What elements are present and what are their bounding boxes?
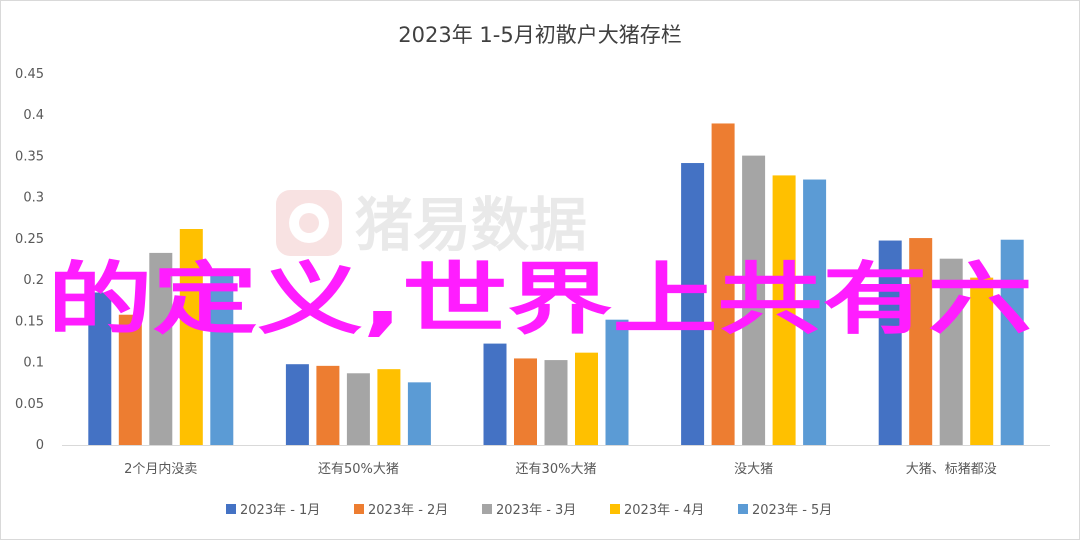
legend-swatch — [354, 504, 364, 514]
bar — [742, 155, 766, 445]
bar — [1000, 239, 1024, 445]
legend-label: 2023年 - 5月 — [752, 503, 832, 518]
legend-label: 2023年 - 1月 — [240, 503, 320, 518]
legend-swatch — [610, 504, 620, 514]
bar — [118, 314, 142, 445]
legend-swatch — [226, 504, 236, 514]
y-tick-label: 0.35 — [15, 149, 44, 164]
bar — [179, 228, 203, 445]
bar — [970, 277, 994, 445]
bar — [377, 369, 401, 445]
watermark-logo-icon — [276, 190, 342, 256]
bar — [772, 175, 796, 445]
bar — [407, 382, 431, 445]
x-tick-label: 没大猪 — [734, 462, 773, 477]
legend-label: 2023年 - 3月 — [496, 503, 576, 518]
bar — [711, 123, 735, 445]
y-tick-label: 0 — [36, 438, 44, 453]
bar — [803, 179, 827, 446]
watermark: 猪易数据 — [276, 190, 587, 259]
chart-title: 2023年 1-5月初散户大猪存栏 — [398, 23, 681, 47]
bar — [939, 258, 963, 445]
bar — [483, 343, 507, 445]
y-tick-label: 0.1 — [23, 356, 44, 371]
bar — [909, 238, 933, 445]
y-tick-label: 0.4 — [23, 108, 44, 123]
bar — [88, 292, 112, 445]
y-tick-label: 0.25 — [15, 232, 44, 247]
bar — [346, 373, 370, 445]
bar — [210, 275, 234, 445]
legend: 2023年 - 1月 2023年 - 2月 2023年 - 3月 2023年 - 4月… — [226, 503, 832, 518]
bars — [88, 123, 1024, 446]
legend-swatch — [738, 504, 748, 514]
legend-label: 2023年 - 4月 — [624, 503, 704, 518]
bar — [285, 364, 309, 445]
bar — [544, 360, 568, 445]
bar — [605, 319, 629, 445]
bar — [514, 358, 537, 445]
bar — [149, 252, 173, 445]
y-tick-label: 0.3 — [23, 191, 44, 206]
bar — [681, 163, 705, 446]
bar — [316, 365, 340, 445]
x-tick-label: 还有30%大猪 — [516, 462, 597, 477]
bar — [878, 240, 902, 445]
bar — [575, 352, 598, 445]
x-tick-label: 大猪、标猪都没 — [906, 462, 997, 477]
y-tick-label: 0.05 — [15, 397, 44, 412]
overlay-caption: 的定义,世界上共有六 — [48, 255, 1033, 345]
x-tick-label: 2个月内没卖 — [124, 461, 197, 477]
legend-label: 2023年 - 2月 — [368, 503, 448, 518]
x-tick-label: 还有50%大猪 — [318, 462, 399, 477]
watermark-text: 猪易数据 — [355, 191, 587, 259]
y-axis: 0 0.05 0.1 0.15 0.2 0.25 0.3 0.35 0.4 0.45 — [15, 67, 1050, 453]
y-tick-label: 0.2 — [23, 273, 44, 288]
x-axis: 2个月内没卖 还有50%大猪 还有30%大猪 没大猪 大猪、标猪都没 — [124, 461, 997, 477]
legend-swatch — [482, 504, 492, 514]
y-tick-label: 0.15 — [15, 314, 44, 329]
y-tick-label: 0.45 — [15, 67, 44, 82]
